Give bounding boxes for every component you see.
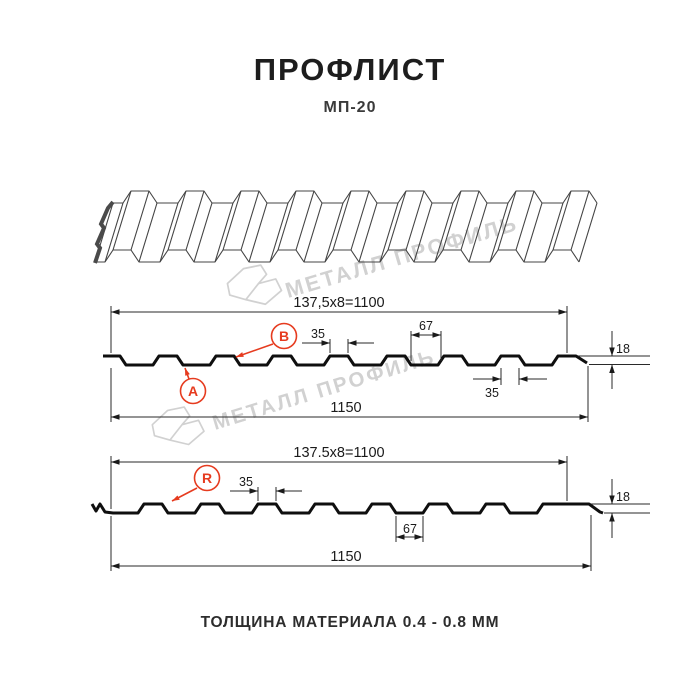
dimension-pitch: 137,5x8=1100 (110, 295, 568, 353)
label-side-b: B (235, 322, 298, 358)
label-side-a: A (179, 367, 207, 405)
dim-height-value: 18 (616, 490, 630, 504)
label-b-text: B (279, 328, 289, 344)
sheet-rib-lines (94, 190, 598, 263)
dimension-valley-67: 67 (395, 516, 424, 542)
dim-overall-value: 1150 (330, 549, 361, 565)
dimension-overall: 1150 (110, 515, 592, 571)
dimension-crest-35-bottom: 35 (473, 368, 547, 400)
dim-pitch-value: 137.5x8=1100 (293, 445, 384, 461)
sheet-near-edge (95, 249, 580, 263)
profile-section-top: 137,5x8=1100 1150 18 (103, 295, 650, 422)
dimension-crest-35: 35 (230, 475, 302, 501)
dimension-height: 18 (591, 479, 650, 538)
label-a-text: A (188, 383, 198, 399)
profile-outline (90, 502, 604, 515)
page-title: ПРОФЛИСТ (253, 52, 447, 87)
dimension-height: 18 (578, 331, 650, 389)
profile-outline (103, 354, 588, 367)
dimension-crest-35: 35 (302, 327, 374, 353)
watermark-text: МЕТАЛЛ ПРОФИЛЬ (283, 211, 521, 303)
label-side-r: R (171, 464, 221, 502)
material-thickness-note: ТОЛЩИНА МАТЕРИАЛА 0.4 - 0.8 ММ (200, 614, 500, 631)
sheet-3d-view (93, 190, 598, 264)
label-r-text: R (202, 470, 212, 486)
metall-profil-logo-icon (226, 264, 283, 306)
dimension-valley-67: 67 (410, 319, 442, 361)
dim-pitch-value: 137,5x8=1100 (293, 295, 384, 311)
dim-crest-bottom-value: 35 (485, 386, 499, 400)
dim-valley-value: 67 (403, 522, 417, 536)
product-code: МП-20 (323, 99, 377, 116)
dim-height-value: 18 (616, 342, 630, 356)
sheet-cut-edge (93, 200, 115, 264)
profile-section-bottom: 137.5x8=1100 1150 18 (90, 445, 650, 571)
watermark-text: МЕТАЛЛ ПРОФИЛЬ (210, 345, 439, 435)
dim-crest-value: 35 (311, 327, 325, 341)
dim-valley-value: 67 (419, 319, 433, 333)
dimension-pitch: 137.5x8=1100 (110, 445, 568, 509)
dimension-overall: 1150 (110, 366, 589, 422)
dim-crest-value: 35 (239, 475, 253, 489)
metall-profil-logo-icon (151, 406, 205, 446)
dim-overall-value: 1150 (330, 400, 361, 416)
